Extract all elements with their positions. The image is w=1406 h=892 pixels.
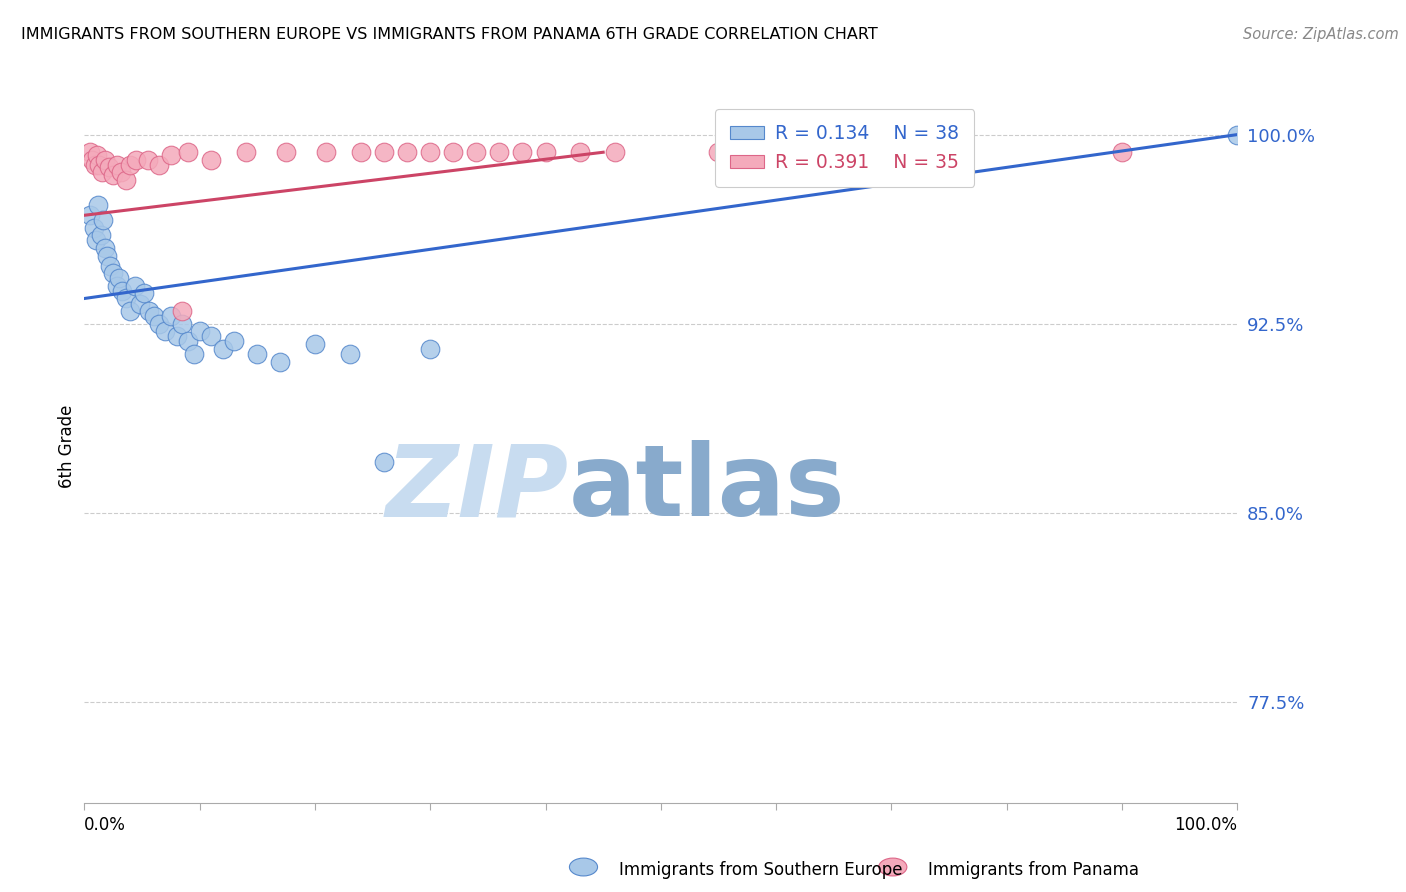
Point	[200, 329, 222, 343]
Point	[94, 153, 117, 167]
Point	[97, 161, 120, 175]
Point	[98, 259, 121, 273]
Point	[153, 324, 176, 338]
Point	[235, 145, 257, 160]
Y-axis label: 6th Grade: 6th Grade	[58, 404, 76, 488]
Point	[94, 241, 117, 255]
Point	[110, 165, 132, 179]
Point	[134, 286, 156, 301]
Point	[172, 304, 194, 318]
Point	[396, 145, 419, 160]
Point	[148, 317, 170, 331]
Point	[569, 145, 592, 160]
Point	[1111, 145, 1133, 160]
Point	[211, 342, 233, 356]
Point	[128, 296, 150, 310]
Point	[87, 198, 110, 212]
Text: 100.0%: 100.0%	[1174, 816, 1237, 834]
Point	[83, 220, 105, 235]
Point	[96, 249, 118, 263]
Point	[419, 342, 441, 356]
Point	[373, 455, 395, 469]
Text: atlas: atlas	[568, 441, 845, 537]
Point	[138, 304, 160, 318]
Point	[91, 213, 114, 227]
Point	[315, 145, 337, 160]
Point	[1226, 128, 1249, 142]
Point	[373, 145, 395, 160]
Point	[200, 153, 222, 167]
Point	[488, 145, 510, 160]
Text: Immigrants from Southern Europe: Immigrants from Southern Europe	[619, 861, 903, 879]
Point	[166, 329, 188, 343]
Point	[84, 234, 107, 248]
Point	[115, 292, 138, 306]
Text: 0.0%: 0.0%	[84, 816, 127, 834]
Point	[103, 266, 124, 280]
Point	[82, 153, 104, 167]
Point	[224, 334, 246, 349]
Point	[350, 145, 373, 160]
Legend: R = 0.134    N = 38, R = 0.391    N = 35: R = 0.134 N = 38, R = 0.391 N = 35	[716, 110, 974, 186]
Text: IMMIGRANTS FROM SOUTHERN EUROPE VS IMMIGRANTS FROM PANAMA 6TH GRADE CORRELATION : IMMIGRANTS FROM SOUTHERN EUROPE VS IMMIG…	[21, 27, 877, 42]
Point	[142, 309, 165, 323]
Point	[111, 284, 134, 298]
Point	[512, 145, 534, 160]
Point	[269, 354, 291, 368]
Point	[89, 158, 111, 172]
Text: Source: ZipAtlas.com: Source: ZipAtlas.com	[1243, 27, 1399, 42]
Point	[115, 173, 138, 187]
Point	[83, 158, 105, 172]
Point	[177, 145, 200, 160]
Point	[103, 168, 124, 182]
Point	[534, 145, 557, 160]
Point	[120, 158, 142, 172]
Point	[160, 309, 183, 323]
Text: ZIP: ZIP	[385, 441, 568, 537]
Text: Immigrants from Panama: Immigrants from Panama	[928, 861, 1139, 879]
Point	[89, 228, 111, 243]
Point	[90, 165, 112, 179]
Point	[86, 147, 108, 161]
Point	[79, 208, 101, 222]
Point	[177, 334, 200, 349]
Point	[276, 145, 298, 160]
Point	[304, 337, 326, 351]
Point	[105, 278, 128, 293]
Point	[441, 145, 464, 160]
Point	[707, 145, 730, 160]
Point	[172, 317, 194, 331]
Point	[108, 271, 131, 285]
Point	[603, 145, 626, 160]
Point	[125, 153, 148, 167]
Point	[465, 145, 488, 160]
Point	[246, 347, 269, 361]
Point	[79, 145, 101, 160]
Point	[160, 147, 183, 161]
Point	[148, 158, 170, 172]
Point	[120, 304, 142, 318]
Point	[124, 278, 146, 293]
Point	[183, 347, 205, 361]
Point	[419, 145, 441, 160]
Point	[136, 153, 159, 167]
Point	[188, 324, 211, 338]
Point	[105, 158, 128, 172]
Point	[339, 347, 361, 361]
